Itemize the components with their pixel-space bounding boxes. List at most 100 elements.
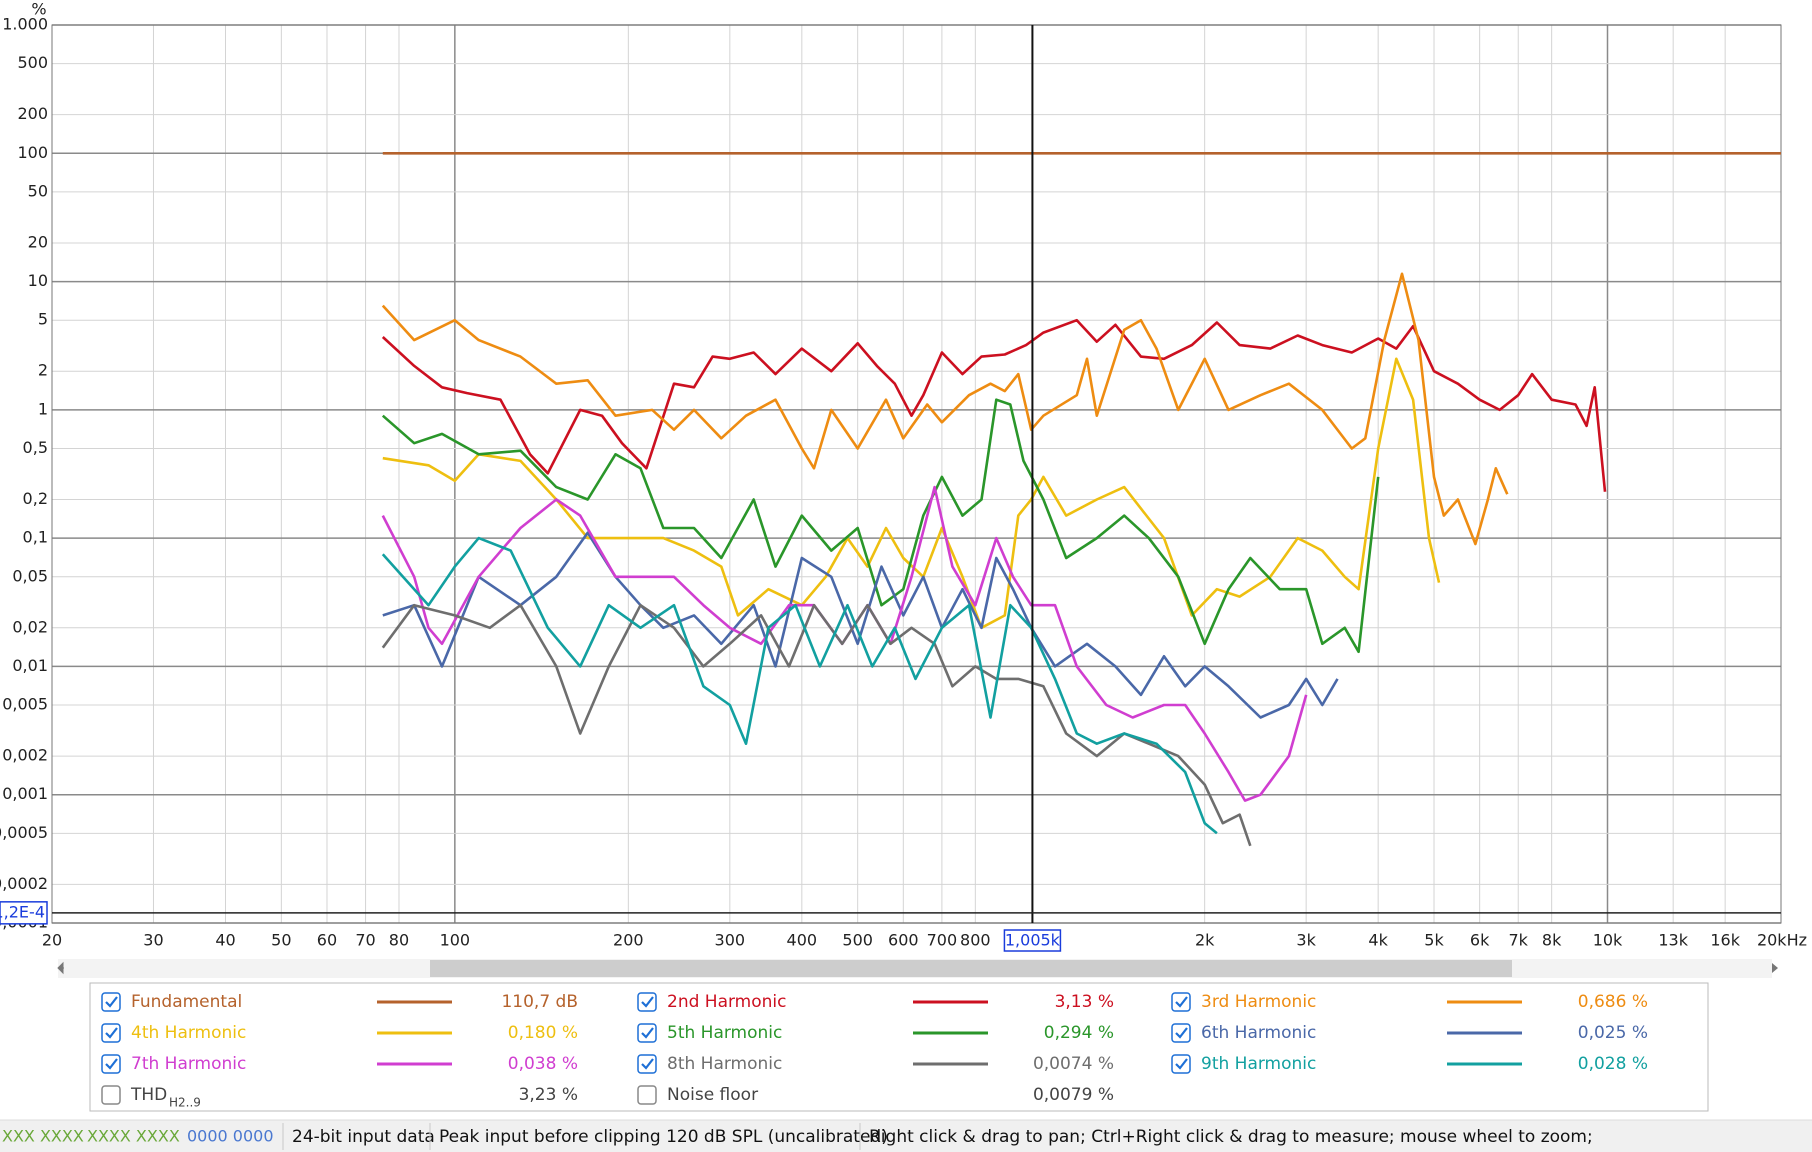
legend-checkbox[interactable]	[637, 1054, 657, 1074]
legend-checkmark[interactable]	[105, 1058, 118, 1070]
legend-readout: 3,13 %	[1055, 992, 1114, 1012]
x-tick-label: 70	[355, 931, 375, 950]
x-tick-label: 3k	[1296, 931, 1316, 950]
legend-name: 6th Harmonic	[1201, 1023, 1316, 1043]
scrollbar-thumb[interactable]	[430, 960, 1512, 977]
legend-checkbox[interactable]	[101, 1023, 121, 1043]
y-tick-label: 0,1	[23, 528, 48, 547]
legend-checkbox[interactable]	[1171, 1054, 1191, 1074]
y-tick-label: 1.000	[2, 15, 48, 34]
plot-frame	[51, 24, 1782, 924]
y-tick-label: 1	[38, 399, 48, 418]
y-tick-label: 100	[17, 143, 48, 162]
legend-checkmark[interactable]	[105, 996, 118, 1008]
legend-name: 7th Harmonic	[131, 1054, 246, 1074]
x-tick-label: 50	[271, 931, 291, 950]
x-tick-label: 40	[215, 931, 235, 950]
scroll-left[interactable]	[57, 961, 64, 975]
legend-readout: 0,0074 %	[1033, 1054, 1114, 1074]
legend-checkbox[interactable]	[101, 992, 121, 1012]
legend-checkmark[interactable]	[1175, 1027, 1188, 1039]
legend-readout: 0,025 %	[1578, 1023, 1648, 1043]
x-tick-label: 100	[440, 931, 471, 950]
x-tick-label: 16k	[1710, 931, 1740, 950]
y-tick-label: 0,001	[2, 784, 48, 803]
harmonic-line	[382, 357, 1441, 630]
y-tick-label: 5	[38, 310, 48, 329]
x-tick-label: 80	[389, 931, 409, 950]
legend-checkbox[interactable]	[637, 1085, 657, 1105]
y-tick-label: 0,01	[12, 656, 48, 675]
x-tick-label: 6k	[1470, 931, 1490, 950]
legend-checkmark[interactable]	[1175, 996, 1188, 1008]
y-tick-label: 500	[17, 53, 48, 72]
legend-name: THD	[130, 1085, 167, 1105]
x-tick-label: 200	[613, 931, 644, 950]
legend-checkmark[interactable]	[641, 1027, 654, 1039]
x-tick-label: 4k	[1368, 931, 1388, 950]
status-item: Right click & drag to pan; Ctrl+Right cl…	[869, 1127, 1593, 1147]
x-tick-label: 10k	[1593, 931, 1623, 950]
legend-readout: 3,23 %	[519, 1085, 578, 1105]
legend-name: 2nd Harmonic	[667, 992, 786, 1012]
legend-readout: 0,686 %	[1578, 992, 1648, 1012]
legend-checkmark[interactable]	[1175, 1058, 1188, 1070]
legend-name: 4th Harmonic	[131, 1023, 246, 1043]
x-tick-label: 400	[787, 931, 818, 950]
x-tick-label: 600	[888, 931, 919, 950]
status-item: 24-bit input data	[292, 1127, 435, 1147]
x-tick-label: 800	[960, 931, 991, 950]
legend-readout: 0,0079 %	[1033, 1085, 1114, 1105]
legend-checkbox[interactable]	[637, 1023, 657, 1043]
status-item: XXXX XXXX	[87, 1127, 180, 1146]
legend-checkmark[interactable]	[641, 1058, 654, 1070]
y-tick-label: 0,02	[12, 617, 48, 636]
x-tick-label: 700	[927, 931, 958, 950]
legend-name: Fundamental	[131, 992, 242, 1012]
legend-readout: 0,028 %	[1578, 1054, 1648, 1074]
x-tick-label: 60	[317, 931, 337, 950]
y-tick-label: 0,0005	[0, 823, 48, 842]
status-item: 0000 0000	[187, 1127, 274, 1146]
axes: 20 30 40 50 60 70 80 100 200 300 400 500 600 700 800 2k…	[0, 15, 1807, 952]
status-item: XXX XXXX	[2, 1127, 84, 1146]
x-tick-label: 30	[143, 931, 163, 950]
harmonic-line	[381, 485, 1308, 802]
x-cursor-label: 1,005k	[1005, 931, 1061, 950]
legend-readout: 0,038 %	[508, 1054, 578, 1074]
harmonic-line	[381, 536, 1218, 835]
y-tick-label: 10	[28, 271, 48, 290]
y-tick-label: 0,2	[23, 489, 48, 508]
status-items: XXX XXXX XXXX XXXX 0000 0000 24-bit input d…	[2, 1123, 1593, 1150]
legend-checkbox[interactable]	[1171, 992, 1191, 1012]
legend-checkbox[interactable]	[101, 1054, 121, 1074]
y-cursor-box	[0, 901, 48, 925]
y-tick-label: 0,002	[2, 746, 48, 765]
y-tick-label: 2	[38, 361, 48, 380]
legend-checkmark[interactable]	[641, 996, 654, 1008]
plot-lines	[381, 152, 1781, 847]
legend-readout: 110,7 dB	[501, 992, 578, 1012]
scroll-right[interactable]	[1772, 963, 1778, 973]
legend-name: 3rd Harmonic	[1201, 992, 1316, 1012]
legend-checkbox[interactable]	[101, 1085, 121, 1105]
legend-readout: 0,294 %	[1044, 1023, 1114, 1043]
harmonic-line	[381, 318, 1607, 492]
x-cursor-box	[1003, 929, 1062, 952]
legend-checkmark[interactable]	[105, 1027, 118, 1039]
y-tick-label: 0,5	[23, 438, 48, 457]
status-item: Peak input before clipping 120 dB SPL (u…	[439, 1127, 888, 1147]
x-tick-label: 2k	[1195, 931, 1215, 950]
legend-checkbox[interactable]	[1171, 1023, 1191, 1043]
x-tick-label: 8k	[1542, 931, 1562, 950]
legend-name: 8th Harmonic	[667, 1054, 782, 1074]
x-tick-label: 7k	[1509, 931, 1529, 950]
legend-readout: 0,180 %	[508, 1023, 578, 1043]
harmonic-line	[381, 272, 1509, 546]
legend-checkbox[interactable]	[637, 992, 657, 1012]
y-tick-label: 50	[28, 181, 48, 200]
legend-name: 5th Harmonic	[667, 1023, 782, 1043]
y-unit: %	[31, 0, 46, 19]
